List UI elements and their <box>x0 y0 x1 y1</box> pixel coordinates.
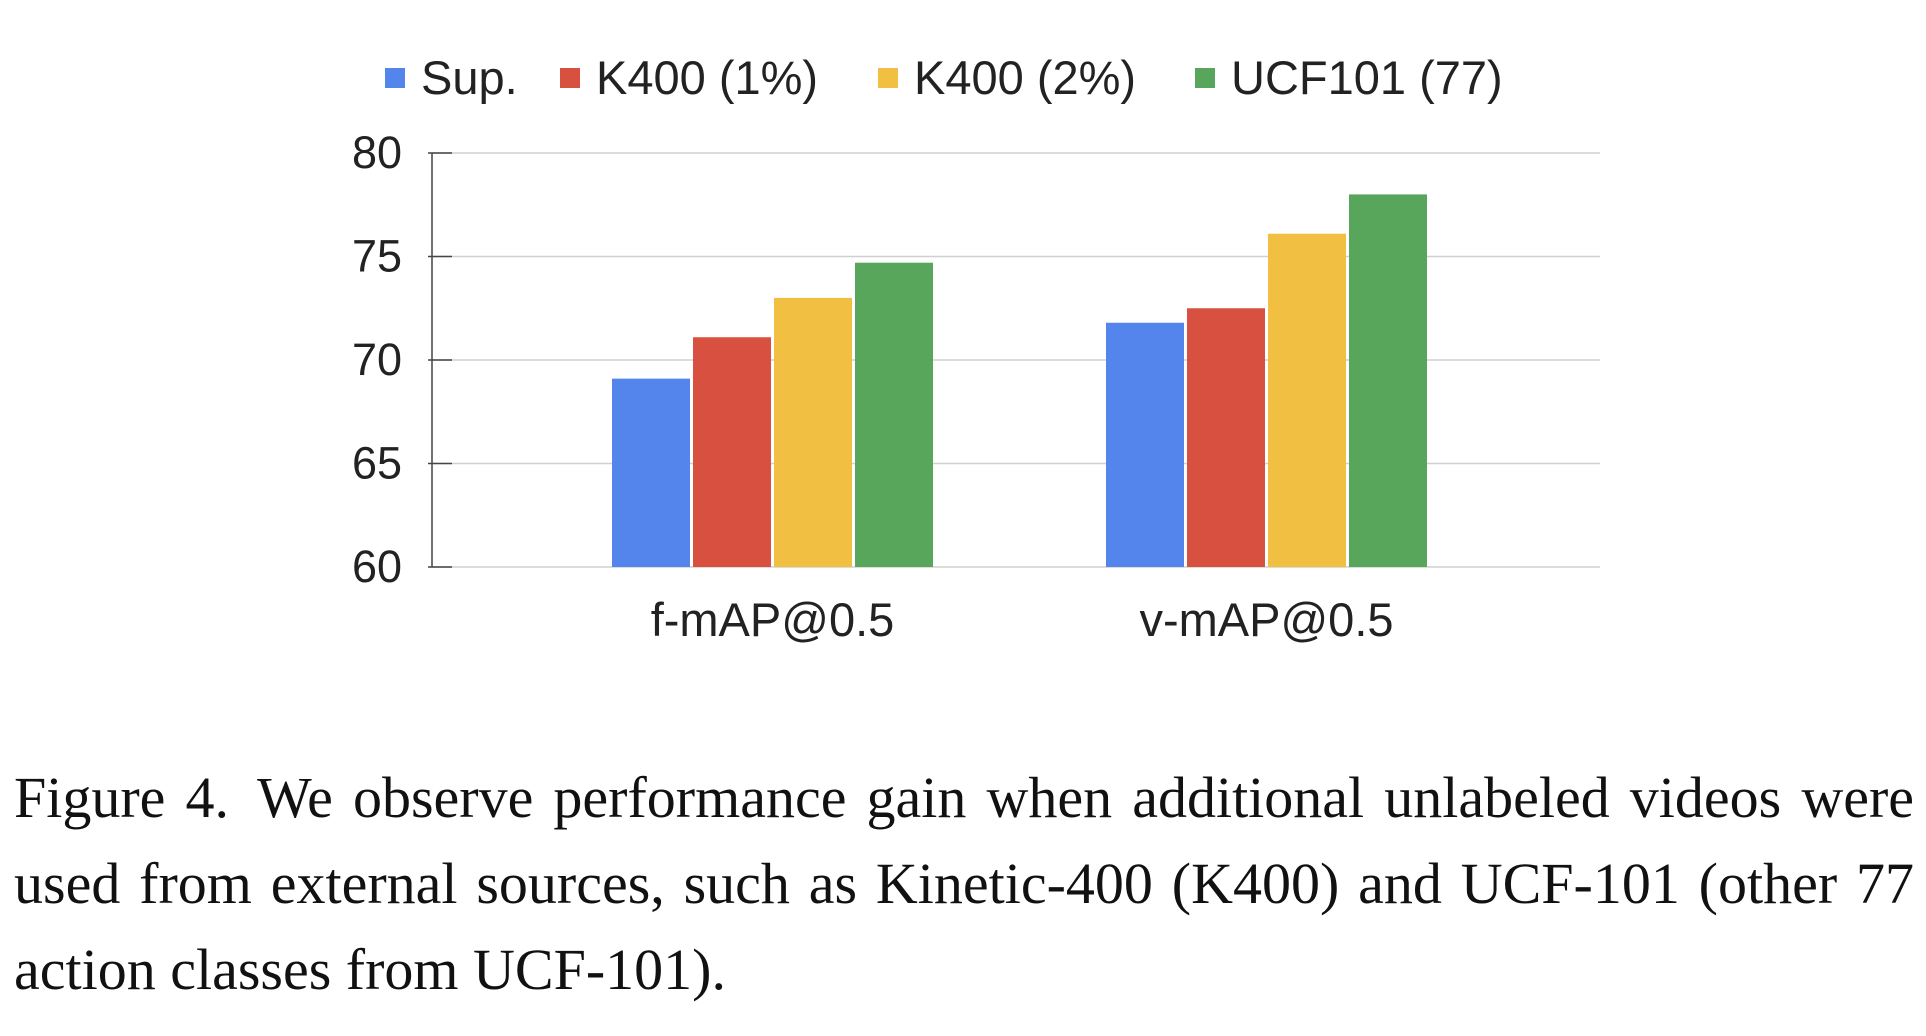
bar-4-2 <box>1349 194 1427 567</box>
figure-caption: Figure 4. We observe performance gain whe… <box>14 755 1914 1013</box>
y-tick-label: 65 <box>352 438 402 489</box>
caption-label: Figure 4. <box>14 765 230 830</box>
legend-swatch <box>878 68 898 88</box>
bar-chart: 60 65 70 75 80 f-mAP@0.5 v-mAP@0.5 Sup. K400 (1%… <box>352 51 1600 646</box>
bar-1-2 <box>1106 322 1184 567</box>
legend-label: UCF101 (77) <box>1231 51 1503 104</box>
y-tick-label: 70 <box>352 334 402 385</box>
bar-3-2 <box>1268 233 1346 568</box>
caption-text: We observe performance gain when additio… <box>14 765 1915 1002</box>
legend-label: K400 (2%) <box>914 51 1136 104</box>
x-tick-label: f-mAP@0.5 <box>651 593 895 646</box>
legend-swatch <box>385 68 405 88</box>
y-tick-label: 80 <box>352 127 402 178</box>
y-tick-label: 60 <box>352 541 402 592</box>
legend-label: K400 (1%) <box>596 51 818 104</box>
bar-4-1 <box>855 262 933 567</box>
x-tick-label: v-mAP@0.5 <box>1139 593 1393 646</box>
bar-2-1 <box>693 337 771 567</box>
legend-swatch <box>560 68 580 88</box>
legend-swatch <box>1195 68 1215 88</box>
bar-2-2 <box>1187 308 1265 567</box>
bar-3-1 <box>774 297 852 567</box>
y-tick-label: 75 <box>352 231 402 282</box>
bar-1-1 <box>612 378 690 567</box>
legend-label: Sup. <box>421 51 518 104</box>
